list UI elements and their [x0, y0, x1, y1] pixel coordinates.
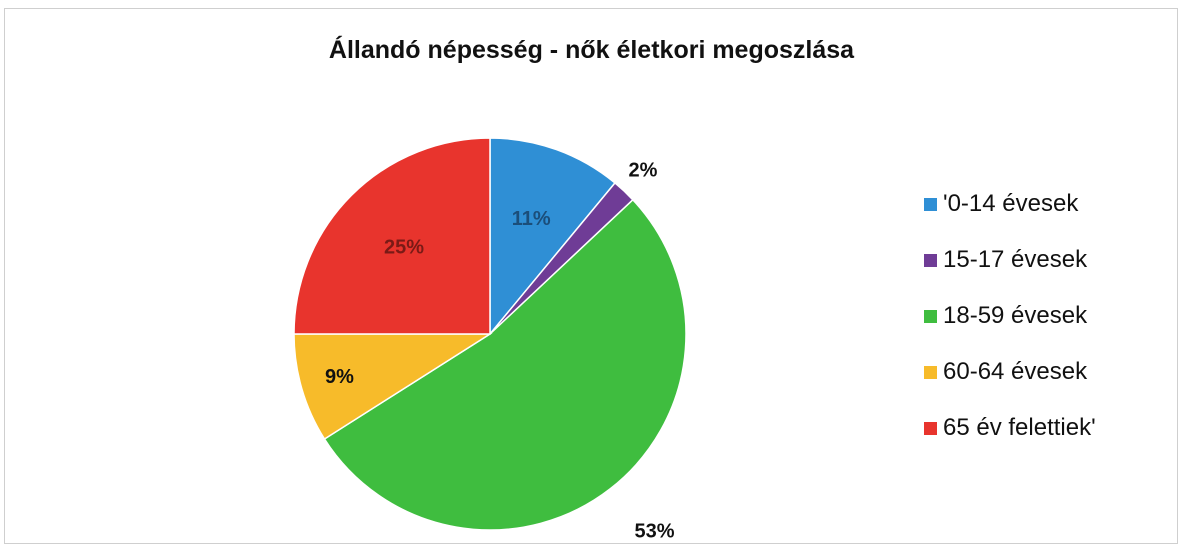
data-label-18-59: 53% — [635, 521, 675, 543]
data-label-65-plus: 25% — [384, 236, 424, 258]
pie-slice-18-59 — [323, 198, 687, 531]
legend-item-18-59: 18-59 évesek — [924, 288, 1096, 344]
legend-item-65-plus: 65 év felettiek' — [924, 400, 1096, 456]
data-label-60-64: 9% — [325, 366, 354, 388]
legend-label: 18-59 évesek — [943, 302, 1088, 329]
legend-swatch — [924, 365, 937, 379]
legend-swatch — [924, 253, 937, 267]
data-label-15-17: 2% — [629, 159, 658, 181]
legend-item-60-64: 60-64 évesek — [924, 344, 1096, 400]
legend: '0-14 évesek 15-17 évesek 18-59 évesek 6… — [924, 176, 1096, 456]
legend-item-0-14: '0-14 évesek — [924, 176, 1096, 232]
pie-slice-60-64 — [293, 333, 493, 441]
legend-label: 15-17 évesek — [943, 246, 1088, 273]
legend-label: '0-14 évesek — [943, 190, 1079, 217]
legend-item-15-17: 15-17 évesek — [924, 232, 1096, 288]
data-label-0-14: 11% — [512, 208, 551, 230]
pie-slice-65-plus — [293, 137, 491, 335]
legend-swatch — [924, 309, 937, 323]
legend-label: 65 év felettiek' — [943, 414, 1096, 441]
legend-swatch — [924, 421, 937, 435]
legend-label: 60-64 évesek — [943, 358, 1088, 385]
legend-swatch — [924, 197, 937, 211]
chart-title: Állandó népesség - nők életkori megoszlá… — [328, 36, 855, 64]
pie-slice-0-14 — [489, 137, 616, 337]
